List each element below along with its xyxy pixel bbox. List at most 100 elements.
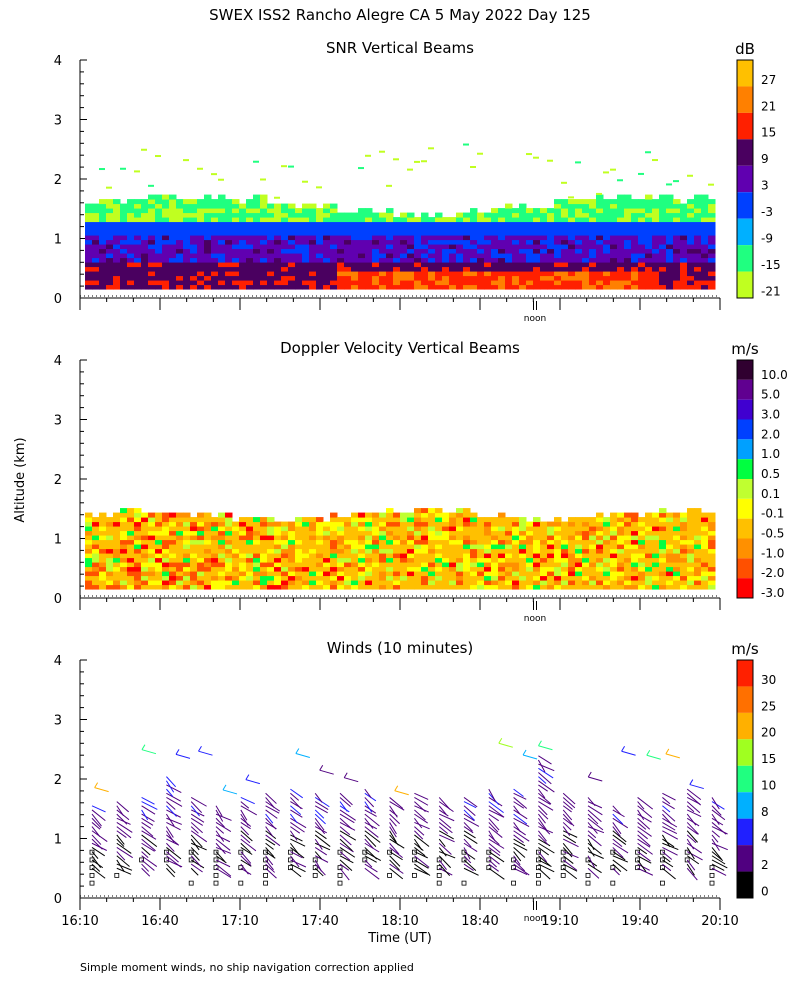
colorbar-swatch (737, 538, 753, 559)
snr-cell (456, 275, 464, 281)
snr-cell (568, 266, 576, 272)
snr-cell (449, 257, 457, 263)
doppler-cell (708, 557, 716, 563)
wind-barb (116, 826, 132, 839)
snr-cell (631, 230, 639, 236)
snr-cell (568, 196, 574, 199)
wind-barb (364, 859, 373, 868)
doppler-cell (92, 566, 100, 572)
doppler-cell (540, 548, 548, 554)
snr-cell (393, 230, 401, 236)
doppler-cell (400, 526, 408, 532)
snr-cell (540, 275, 548, 281)
snr-cell (246, 199, 254, 205)
snr-cell (617, 208, 625, 214)
doppler-cell (603, 575, 611, 581)
doppler-cell (414, 575, 422, 581)
calm-marker (610, 865, 616, 871)
doppler-cell (554, 535, 562, 541)
doppler-cell (407, 539, 415, 545)
doppler-cell (344, 544, 352, 550)
doppler-cell (302, 553, 310, 559)
doppler-cell (246, 580, 254, 586)
doppler-cell (239, 535, 247, 541)
colorbar-swatch (737, 192, 753, 219)
snr-cell (155, 194, 163, 200)
wind-barb (240, 842, 251, 853)
doppler-cell (701, 557, 709, 563)
snr-cell (183, 230, 191, 236)
x-tick-label: 19:10 (541, 914, 578, 929)
colorbar-label: 5.0 (761, 388, 780, 402)
snr-cell (512, 253, 520, 259)
wind-barb (488, 838, 505, 849)
wind-barb (240, 855, 252, 867)
wind-barb (662, 855, 671, 863)
doppler-cell (491, 562, 499, 568)
snr-cell (176, 253, 184, 259)
doppler-cell (582, 566, 590, 572)
snr-cell (414, 217, 422, 223)
doppler-cell (134, 584, 142, 590)
snr-cell (288, 271, 296, 277)
snr-cell (540, 271, 548, 277)
snr-cell (631, 257, 639, 263)
doppler-cell (645, 526, 653, 532)
snr-cell (155, 203, 163, 209)
doppler-cell (673, 535, 681, 541)
doppler-cell (582, 526, 590, 532)
snr-cell (274, 253, 282, 259)
snr-cell (232, 275, 240, 281)
snr-cell (274, 221, 282, 227)
doppler-cell (631, 548, 639, 554)
snr-cell (540, 248, 548, 254)
doppler-cell (92, 539, 100, 545)
snr-cell (449, 271, 457, 277)
snr-cell (92, 239, 100, 245)
snr-cell (421, 253, 429, 259)
wind-barb (240, 826, 250, 836)
snr-cell (274, 280, 282, 286)
snr-cell (442, 221, 450, 227)
snr-cell (680, 230, 688, 236)
snr-cell (323, 212, 331, 218)
wind-barb (513, 830, 530, 842)
doppler-cell (232, 580, 240, 586)
doppler-cell (365, 512, 373, 518)
snr-cell (680, 239, 688, 245)
snr-cell (610, 239, 618, 245)
snr-cell (372, 239, 380, 245)
doppler-cell (295, 571, 303, 577)
snr-cell (680, 262, 688, 268)
snr-cell (365, 208, 373, 214)
calm-marker (536, 880, 541, 886)
snr-cell (127, 275, 135, 281)
doppler-cell (554, 580, 562, 586)
doppler-cell (533, 566, 541, 572)
snr-cell (330, 235, 338, 241)
doppler-cell (127, 575, 135, 581)
snr-cell (666, 183, 672, 186)
snr-cell (232, 221, 240, 227)
snr-cell (302, 266, 310, 272)
doppler-cell (323, 557, 331, 563)
snr-cell (603, 253, 611, 259)
calm-marker (114, 872, 120, 878)
wind-barb (339, 859, 353, 872)
snr-cell (120, 230, 128, 236)
snr-cell (519, 212, 527, 218)
doppler-cell (687, 580, 695, 586)
snr-cell (673, 235, 681, 241)
wind-barb (612, 847, 624, 858)
snr-cell (631, 271, 639, 277)
calm-marker (660, 865, 665, 871)
snr-cell (351, 212, 359, 218)
snr-cell (582, 284, 590, 290)
doppler-cell (652, 535, 660, 541)
snr-cell (183, 262, 191, 268)
snr-cell (386, 239, 394, 245)
doppler-cell (197, 548, 205, 554)
wind-barb (289, 830, 298, 841)
snr-cell (603, 199, 611, 205)
doppler-cell (414, 580, 422, 586)
